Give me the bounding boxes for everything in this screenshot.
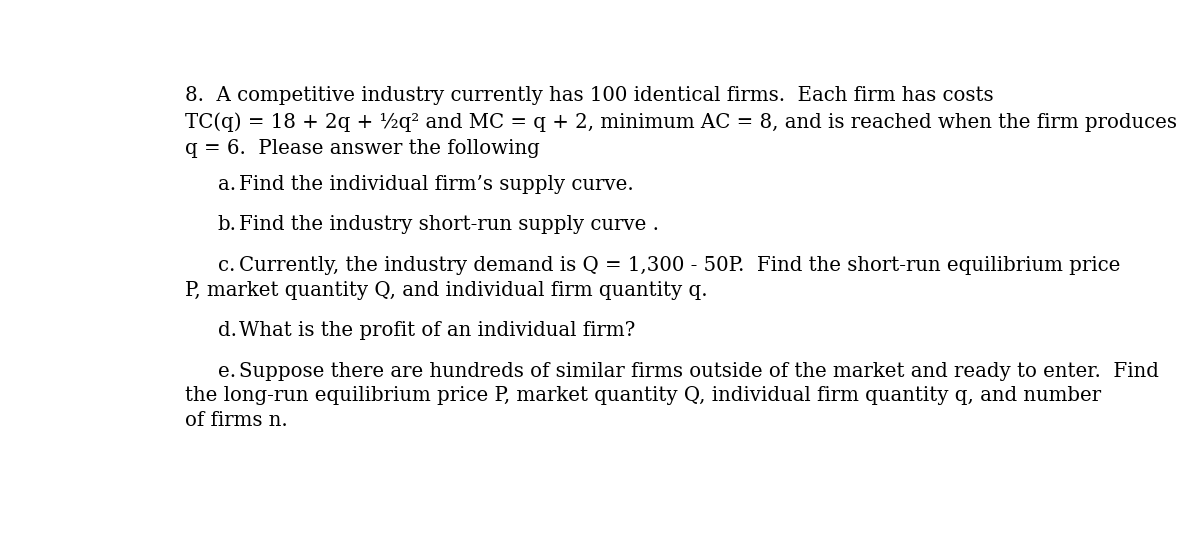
Text: a.: a. (218, 175, 236, 194)
Text: What is the profit of an individual firm?: What is the profit of an individual firm… (239, 321, 636, 340)
Text: d.: d. (218, 321, 236, 340)
Text: 8.  A competitive industry currently has 100 identical firms.  Each firm has cos: 8. A competitive industry currently has … (185, 86, 994, 105)
Text: Currently, the industry demand is Q = 1,300 - 50P.  Find the short-run equilibri: Currently, the industry demand is Q = 1,… (239, 256, 1121, 275)
Text: b.: b. (218, 216, 236, 234)
Text: Suppose there are hundreds of similar firms outside of the market and ready to e: Suppose there are hundreds of similar fi… (239, 362, 1159, 381)
Text: Find the industry short-run supply curve .: Find the industry short-run supply curve… (239, 216, 659, 234)
Text: TC(q) = 18 + 2q + ½q² and MC = q + 2, minimum AC = 8, and is reached when the fi: TC(q) = 18 + 2q + ½q² and MC = q + 2, mi… (185, 112, 1177, 132)
Text: the long-run equilibrium price P, market quantity Q, individual firm quantity q,: the long-run equilibrium price P, market… (185, 387, 1102, 406)
Text: e.: e. (218, 362, 236, 381)
Text: q = 6.  Please answer the following: q = 6. Please answer the following (185, 138, 540, 157)
Text: of firms n.: of firms n. (185, 411, 288, 430)
Text: P, market quantity Q, and individual firm quantity q.: P, market quantity Q, and individual fir… (185, 281, 708, 300)
Text: c.: c. (218, 256, 235, 275)
Text: Find the individual firm’s supply curve.: Find the individual firm’s supply curve. (239, 175, 634, 194)
